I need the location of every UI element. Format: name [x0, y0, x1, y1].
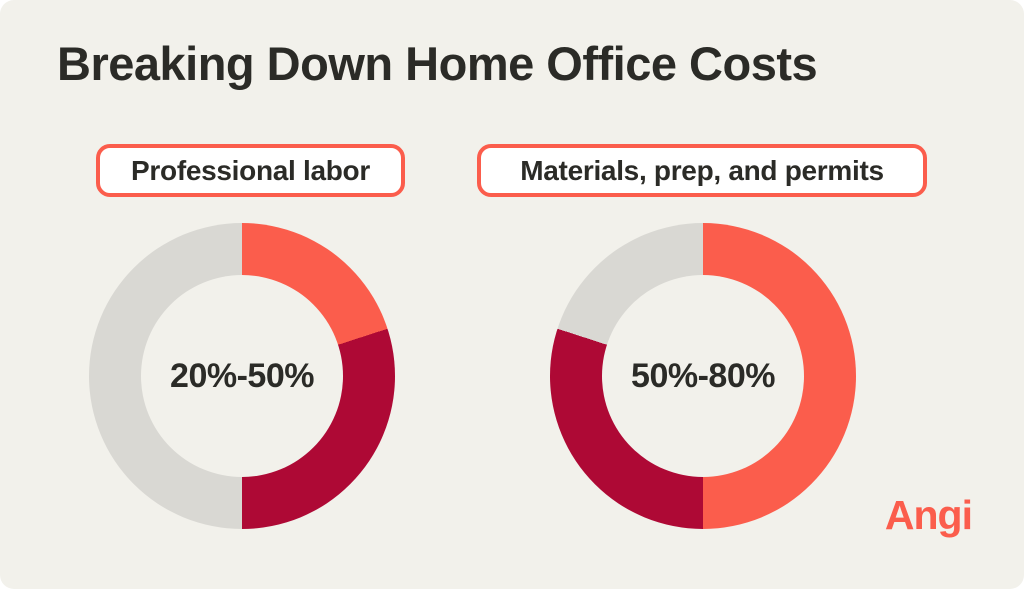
- chart-label-materials-prep-permits: Materials, prep, and permits: [477, 144, 927, 197]
- page-title: Breaking Down Home Office Costs: [57, 37, 818, 90]
- chart-label-text: Professional labor: [131, 154, 370, 186]
- donut-hole: 50%-80%: [602, 275, 804, 477]
- donut-chart-materials-prep-permits: 50%-80%: [550, 223, 856, 529]
- angi-logo: Angi: [884, 492, 973, 538]
- donut-center-value: 20%-50%: [170, 356, 314, 395]
- chart-label-professional-labor: Professional labor: [96, 144, 405, 197]
- donut-chart-professional-labor: 20%-50%: [89, 223, 395, 529]
- donut-hole: 20%-50%: [141, 275, 343, 477]
- donut-center-value: 50%-80%: [631, 356, 775, 395]
- chart-label-text: Materials, prep, and permits: [520, 154, 884, 186]
